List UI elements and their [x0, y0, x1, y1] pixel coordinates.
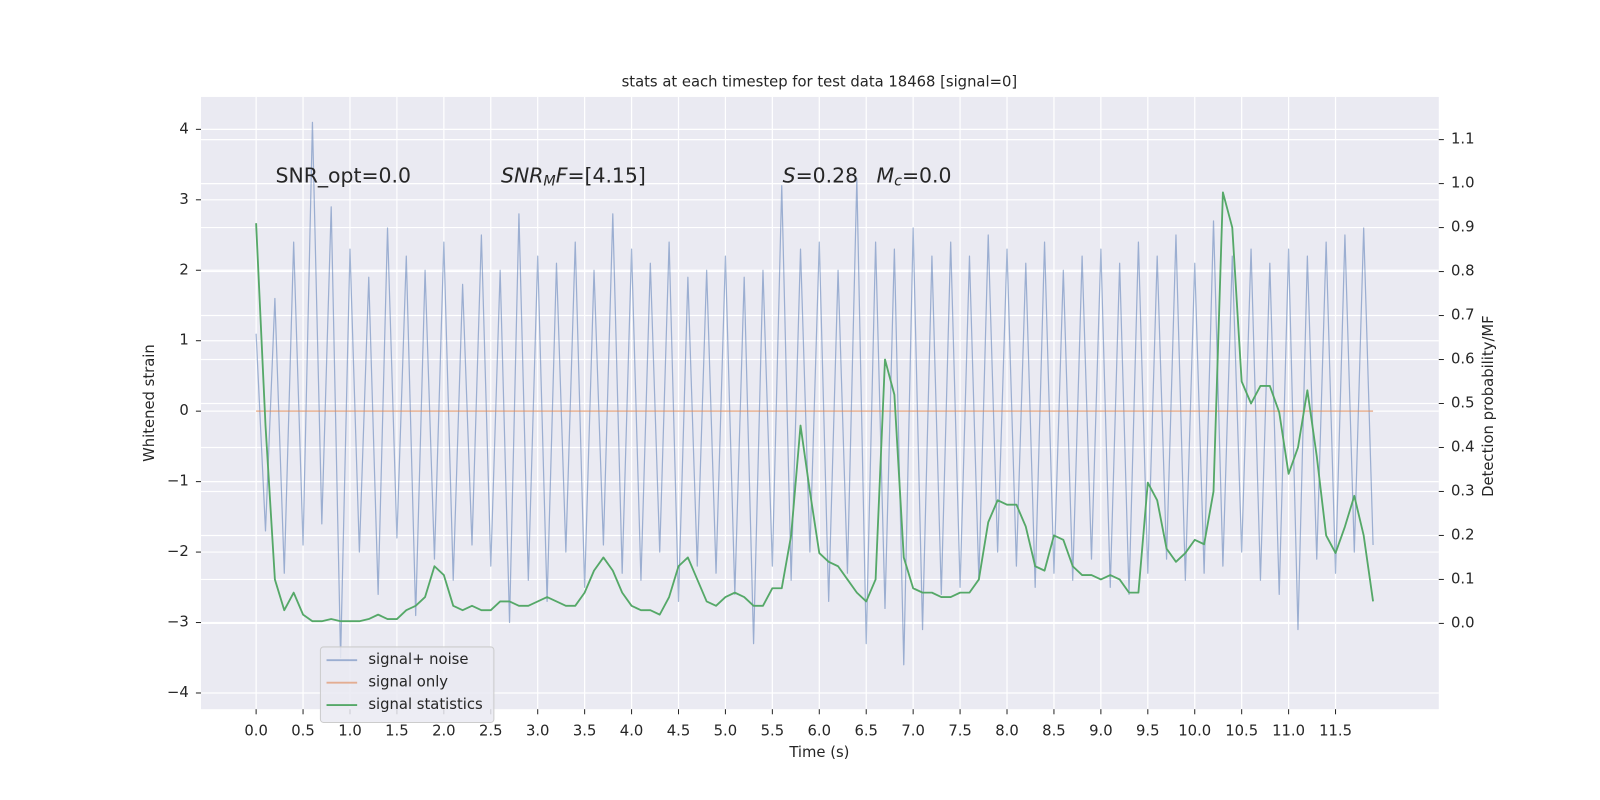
y-tick-label: −2 — [167, 543, 189, 560]
y2-tick-label: 1.0 — [1451, 175, 1475, 192]
y2-tick-label: 0.4 — [1451, 438, 1475, 455]
y2-axis-label: Detection probability/MF — [1480, 315, 1497, 497]
annotation-part: =0.28 — [796, 164, 859, 188]
x-tick-label: 10.5 — [1225, 723, 1258, 740]
chart-title: stats at each timestep for test data 184… — [622, 74, 1018, 91]
y-tick-label: 3 — [179, 191, 188, 208]
x-tick-label: 7.0 — [901, 723, 925, 740]
legend-label: signal only — [368, 674, 448, 691]
y-tick-label: 2 — [179, 261, 188, 278]
x-tick-label: 3.5 — [573, 723, 597, 740]
y2-tick-label: 0.7 — [1451, 307, 1475, 324]
annotation-part: M — [877, 164, 895, 188]
y2-tick-label: 0.5 — [1451, 395, 1475, 412]
y-tick-label: 1 — [179, 332, 188, 349]
y2-tick-label: 0.3 — [1451, 482, 1475, 499]
annotation-part: F — [556, 164, 568, 188]
annotation-part: =[4.15] — [567, 164, 645, 188]
y-axis-label: Whitened strain — [141, 344, 158, 462]
x-tick-label: 1.5 — [385, 723, 409, 740]
annotation-part: c — [894, 174, 902, 190]
x-tick-label: 8.5 — [1042, 723, 1066, 740]
annotation: S=0.28 — [783, 164, 858, 188]
y-tick-label: 4 — [179, 120, 188, 137]
x-tick-label: 0.5 — [291, 723, 315, 740]
y-tick-label: −1 — [167, 473, 189, 490]
y2-tick-label: 1.1 — [1451, 131, 1475, 148]
legend-label: signal statistics — [368, 696, 482, 713]
y2-tick-label: 0.9 — [1451, 219, 1475, 236]
x-tick-label: 6.5 — [854, 723, 878, 740]
y-tick-label: −3 — [167, 614, 189, 631]
legend-label: signal+ noise — [368, 651, 468, 668]
series-line — [255, 121, 1374, 666]
annotation: Mc=0.0 — [877, 164, 952, 190]
x-tick-label: 5.5 — [761, 723, 785, 740]
x-tick-label: 10.0 — [1178, 723, 1211, 740]
annotation: SNR_opt=0.0 — [276, 164, 412, 189]
x-tick-label: 4.0 — [620, 723, 644, 740]
y2-tick-label: 0.0 — [1451, 614, 1475, 631]
grid — [201, 96, 1439, 710]
annotation-part: SNR_opt=0.0 — [276, 164, 412, 189]
x-tick-label: 3.0 — [526, 723, 550, 740]
x-tick-label: 11.0 — [1272, 723, 1305, 740]
x-tick-label: 5.0 — [714, 723, 738, 740]
x-axis-label: Time (s) — [788, 744, 849, 761]
annotation-part: S — [783, 164, 796, 188]
y2-tick-label: 0.1 — [1451, 570, 1475, 587]
annotation-part: SNR — [501, 164, 543, 188]
x-tick-label: 8.0 — [995, 723, 1019, 740]
y-tick-label: −4 — [167, 684, 189, 701]
x-tick-label: 11.5 — [1319, 723, 1352, 740]
labels: 0.0 0.5 1.0 1.5 2.0 2.5 3.0 3.5 4.0 4.5 5.0 5.5 6.0 6… — [167, 120, 1475, 739]
x-tick-label: 2.0 — [432, 723, 456, 740]
marks — [255, 121, 1374, 666]
y2-tick-label: 0.8 — [1451, 263, 1475, 280]
x-tick-label: 1.0 — [338, 723, 362, 740]
annotation: SNRMF=[4.15] — [501, 164, 646, 190]
x-tick-label: 9.5 — [1136, 723, 1160, 740]
legend-box — [319, 646, 495, 723]
x-tick-label: 2.5 — [479, 723, 503, 740]
y-tick-label: 0 — [179, 402, 188, 419]
series-line — [255, 191, 1374, 623]
y2-tick-label: 0.2 — [1451, 526, 1475, 543]
x-tick-label: 4.5 — [667, 723, 691, 740]
y2-tick-label: 0.6 — [1451, 351, 1475, 368]
x-tick-label: 0.0 — [244, 723, 268, 740]
annotation-part: =0.0 — [902, 164, 952, 188]
x-tick-label: 7.5 — [948, 723, 972, 740]
x-tick-label: 9.0 — [1089, 723, 1113, 740]
annotation-part: M — [543, 174, 555, 190]
x-tick-label: 6.0 — [808, 723, 832, 740]
